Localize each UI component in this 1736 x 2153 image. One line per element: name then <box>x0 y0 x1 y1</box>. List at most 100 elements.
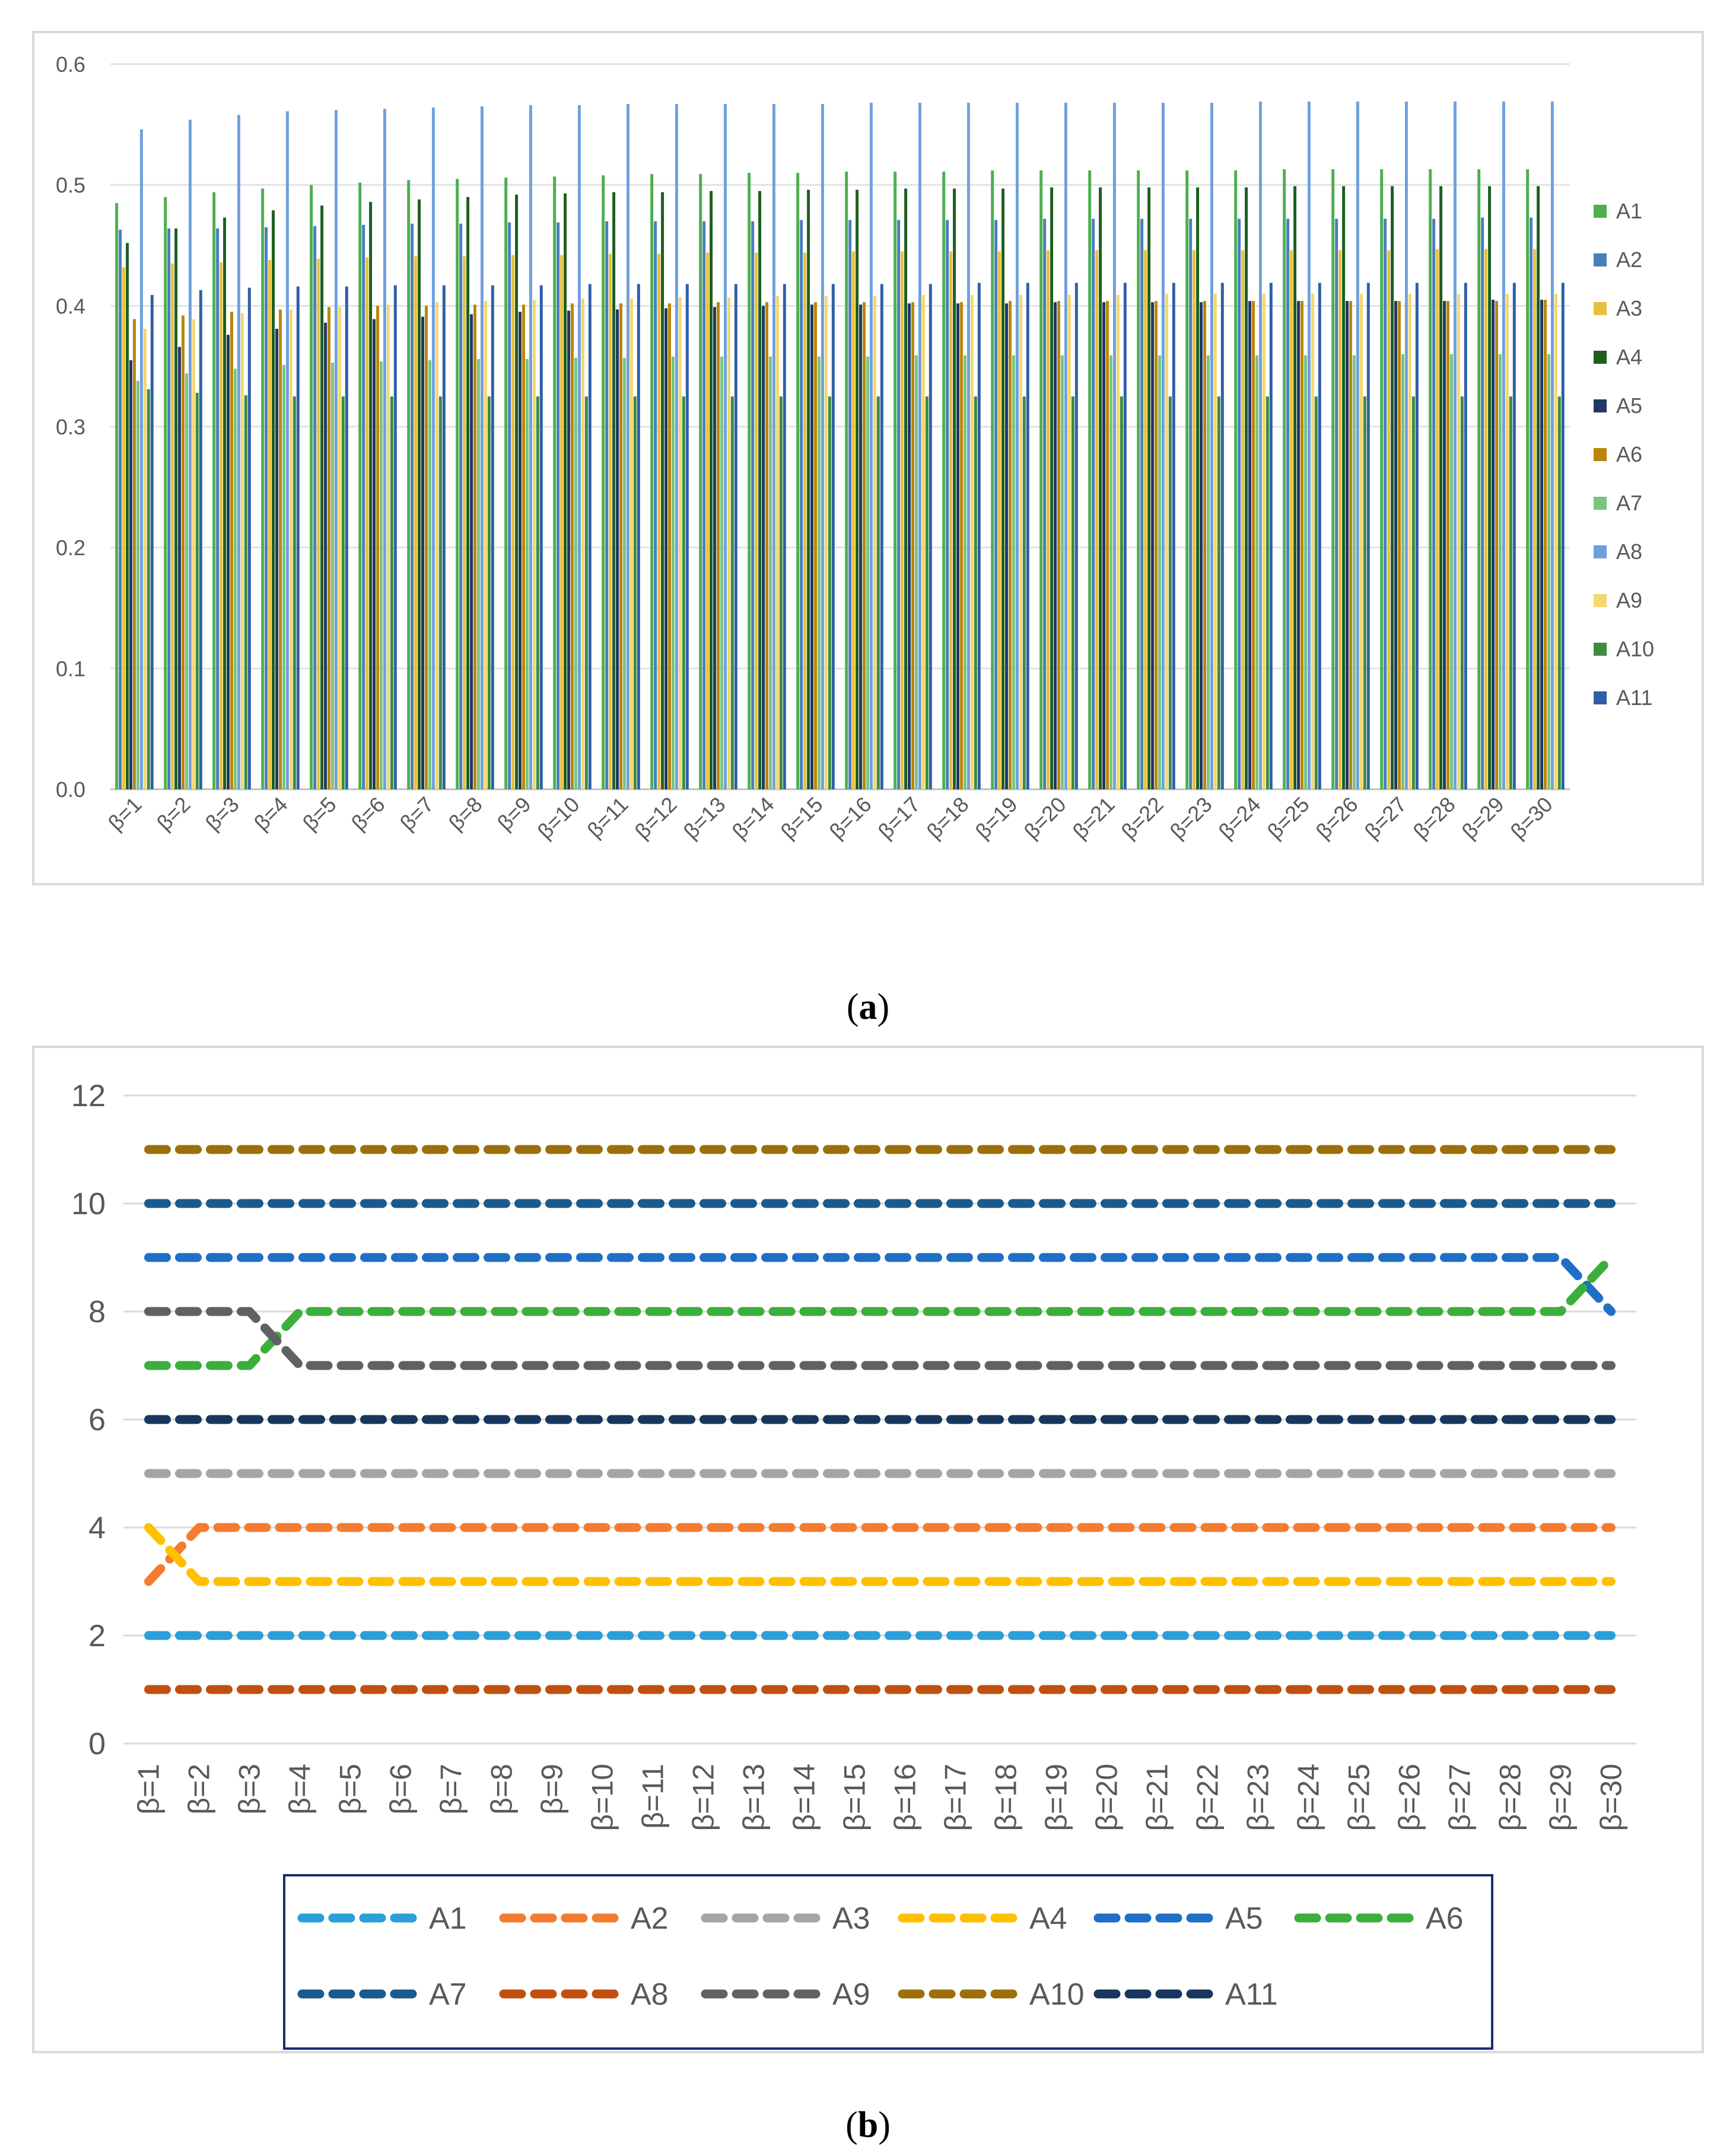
x-tick-label: β=7 <box>435 1764 468 1815</box>
bar-a9-4 <box>289 309 292 789</box>
bar-a7-7 <box>428 360 431 789</box>
legend-swatch <box>1594 545 1607 558</box>
bar-a2-14 <box>751 221 755 789</box>
bar-a5-19 <box>1005 303 1009 789</box>
bar-a10-27 <box>1411 396 1415 789</box>
x-tick-label: β=26 <box>1311 792 1363 844</box>
legend-swatch <box>1594 691 1607 704</box>
x-tick-label: β=7 <box>395 792 438 836</box>
bar-a10-29 <box>1509 396 1512 789</box>
bar-a6-28 <box>1446 301 1449 790</box>
legend-item-a6: A6 <box>1594 442 1642 466</box>
bar-a11-7 <box>442 285 446 790</box>
bar-a3-24 <box>1241 250 1245 789</box>
bar-a2-25 <box>1286 218 1290 789</box>
bar-a2-7 <box>411 223 414 790</box>
x-tick-label: β=11 <box>583 792 633 843</box>
caption-b-open: ( <box>845 2105 858 2145</box>
bar-a1-12 <box>650 174 654 789</box>
bar-a3-17 <box>901 251 904 789</box>
x-tick-label: β=10 <box>533 792 584 844</box>
bar-a9-1 <box>143 329 147 789</box>
bar-a10-11 <box>633 396 637 789</box>
bar-a10-23 <box>1217 396 1220 789</box>
bar-a9-18 <box>970 295 974 790</box>
bar-a6-16 <box>863 302 866 789</box>
x-tick-label: β=10 <box>586 1764 619 1831</box>
bar-a8-18 <box>966 103 970 789</box>
bar-a11-30 <box>1561 282 1565 789</box>
x-tick-label: β=1 <box>103 792 147 836</box>
bar-a5-2 <box>178 347 182 789</box>
bar-a6-23 <box>1203 301 1206 790</box>
bar-a8-4 <box>285 111 289 790</box>
bar-a2-17 <box>897 220 901 790</box>
bar-a9-16 <box>873 296 876 789</box>
bar-a10-19 <box>1022 396 1026 789</box>
x-tick-label: β=3 <box>201 792 244 836</box>
bar-a2-6 <box>362 224 365 789</box>
bar-a7-4 <box>282 365 285 789</box>
legend-swatch <box>1594 594 1607 607</box>
x-tick-label: β=21 <box>1068 792 1120 844</box>
legend-swatch <box>1594 351 1607 364</box>
bar-a6-9 <box>522 304 525 789</box>
bar-a10-3 <box>244 395 247 789</box>
bar-a5-30 <box>1540 300 1544 789</box>
x-tick-label: β=3 <box>233 1764 266 1815</box>
bar-a7-23 <box>1206 355 1210 789</box>
bar-a4-23 <box>1196 187 1200 789</box>
x-tick-label: β=14 <box>788 1764 821 1831</box>
bar-a5-3 <box>227 335 230 789</box>
bar-a7-1 <box>136 380 139 789</box>
x-tick-label: β=19 <box>971 792 1022 844</box>
legend-item-a2: A2 <box>1594 247 1642 272</box>
x-tick-label: β=25 <box>1263 792 1314 844</box>
bar-a3-21 <box>1095 250 1099 789</box>
bar-a1-1 <box>115 203 119 789</box>
bar-a6-5 <box>328 307 330 789</box>
bar-a11-28 <box>1464 282 1467 789</box>
x-tick-label: β=26 <box>1393 1764 1426 1831</box>
bar-a11-10 <box>588 284 592 789</box>
bar-a7-21 <box>1109 355 1112 789</box>
bar-a2-1 <box>119 230 122 790</box>
rank-chart-panel: 0 2 4 6 8 10 12 β=1 β=2 β=3 β=4 β=5 β=6 β=7 β=8 β=9 β=10… <box>32 1046 1704 2053</box>
y-tick-label: 10 <box>71 1187 106 1221</box>
bar-a8-16 <box>869 103 873 789</box>
x-tick-label: β=4 <box>284 1764 317 1815</box>
bar-a3-11 <box>609 253 612 789</box>
legend-label: A5 <box>1225 1901 1263 1936</box>
bar-a1-13 <box>699 174 702 789</box>
bar-a9-24 <box>1262 293 1266 789</box>
legend-box <box>283 1874 1493 2050</box>
bar-a3-4 <box>268 259 272 789</box>
legend-item-a7: A7 <box>297 1977 467 2012</box>
bar-a1-24 <box>1234 170 1238 789</box>
bar-a8-20 <box>1064 103 1067 789</box>
bar-a6-20 <box>1057 301 1060 790</box>
bar-a5-12 <box>664 308 668 789</box>
bar-a11-25 <box>1318 282 1321 789</box>
bar-a1-14 <box>748 173 751 789</box>
bar-a8-9 <box>529 105 532 789</box>
x-tick-label: β=13 <box>679 792 730 844</box>
bar-a5-20 <box>1054 302 1057 789</box>
bar-a6-25 <box>1301 301 1303 790</box>
y-tick-label: 0.6 <box>56 52 85 77</box>
bar-a10-8 <box>487 396 491 789</box>
bar-a6-24 <box>1252 301 1255 790</box>
x-tick-label: β=28 <box>1494 1764 1527 1831</box>
bar-a7-29 <box>1498 354 1502 789</box>
legend-label: A5 <box>1616 393 1642 418</box>
bar-a4-28 <box>1439 186 1443 789</box>
bar-a4-9 <box>515 194 519 790</box>
x-tick-label: β=24 <box>1214 792 1266 844</box>
bar-a6-4 <box>279 309 282 789</box>
bar-a7-26 <box>1352 355 1356 789</box>
bar-a1-9 <box>504 177 508 789</box>
x-tick-label: β=8 <box>444 792 487 836</box>
bar-a5-22 <box>1151 302 1155 789</box>
bar-a2-10 <box>557 222 560 789</box>
legend-item-a11: A11 <box>1093 1977 1278 2012</box>
